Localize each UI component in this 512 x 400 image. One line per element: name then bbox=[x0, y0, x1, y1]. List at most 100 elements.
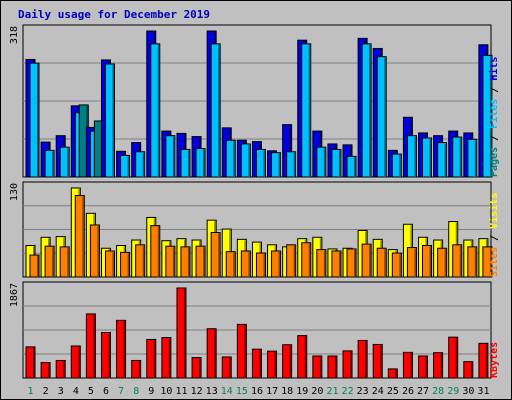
x-tick-label-25: 25 bbox=[387, 386, 399, 397]
ymax-label-pages_files_hits: 318 bbox=[9, 26, 20, 44]
bar-shade-files-14 bbox=[233, 141, 235, 177]
bar-files-14 bbox=[225, 139, 236, 178]
bar-shade-sites-19 bbox=[308, 243, 311, 277]
bar-shade-kbytes-29 bbox=[455, 338, 458, 378]
bar-shade-files-18 bbox=[293, 152, 296, 177]
x-tick-label-23: 23 bbox=[357, 386, 369, 397]
bar-sites-15 bbox=[240, 250, 251, 278]
bar-shade-kbytes-19 bbox=[304, 336, 307, 378]
bar-sites-12 bbox=[195, 245, 206, 278]
x-tick-label-22: 22 bbox=[342, 386, 354, 397]
bar-shade-kbytes-28 bbox=[440, 353, 443, 378]
x-tick-label-17: 17 bbox=[266, 386, 278, 397]
bar-sites-18 bbox=[286, 244, 297, 278]
bar-shade-kbytes-9 bbox=[153, 340, 156, 378]
bar-shade-files-1 bbox=[37, 64, 39, 177]
bar-files-21 bbox=[331, 148, 342, 178]
bar-shade-sites-7 bbox=[127, 253, 130, 277]
legend-entry-sites: Sites bbox=[488, 247, 500, 277]
bar-shade-kbytes-25 bbox=[395, 369, 397, 378]
bar-kbytes-22 bbox=[342, 350, 353, 379]
bar-kbytes-23 bbox=[357, 339, 368, 379]
bar-sites-11 bbox=[180, 246, 191, 278]
bar-shade-files-22 bbox=[354, 157, 356, 177]
bar-shade-kbytes-21 bbox=[334, 357, 337, 378]
bar-sites-10 bbox=[165, 245, 176, 278]
bar-shade-kbytes-2 bbox=[48, 363, 50, 378]
x-tick-label-28: 28 bbox=[432, 386, 444, 397]
chart-title: Daily usage for December 2019 bbox=[18, 8, 211, 21]
bar-files-25 bbox=[391, 153, 402, 178]
bar-sites-6 bbox=[104, 250, 115, 278]
x-tick-label-1: 1 bbox=[28, 386, 34, 397]
x-tick-label-10: 10 bbox=[160, 386, 172, 397]
x-tick-label-11: 11 bbox=[175, 386, 187, 397]
bar-sites-30 bbox=[467, 246, 478, 278]
bar-shade-kbytes-30 bbox=[470, 362, 473, 378]
bar-kbytes-20 bbox=[312, 355, 323, 379]
bar-kbytes-25 bbox=[387, 368, 398, 379]
bar-kbytes-12 bbox=[191, 357, 202, 379]
x-tick-label-13: 13 bbox=[206, 386, 218, 397]
bar-kbytes-19 bbox=[297, 335, 308, 379]
bar-shade-kbytes-11 bbox=[183, 289, 186, 378]
x-tick-label-14: 14 bbox=[221, 386, 233, 397]
bar-shade-sites-3 bbox=[67, 247, 69, 277]
bar-files-16 bbox=[255, 148, 266, 178]
x-tick-label-8: 8 bbox=[133, 386, 139, 397]
bar-shade-files-26 bbox=[414, 136, 416, 177]
bar-files-15 bbox=[240, 143, 251, 178]
x-tick-label-30: 30 bbox=[462, 386, 474, 397]
bar-sites-25 bbox=[391, 252, 402, 278]
x-tick-label-15: 15 bbox=[236, 386, 248, 397]
bar-shade-files-8 bbox=[142, 152, 145, 177]
bar-kbytes-18 bbox=[282, 344, 293, 379]
bar-kbytes-10 bbox=[161, 337, 172, 379]
bar-kbytes-15 bbox=[236, 323, 247, 379]
bar-shade-sites-23 bbox=[369, 245, 371, 277]
bar-files-22 bbox=[346, 155, 357, 178]
ymax-label-kbytes: 1867 bbox=[9, 283, 20, 307]
legend-separator: / bbox=[489, 229, 500, 247]
bar-files-9 bbox=[150, 43, 161, 178]
bar-sites-29 bbox=[452, 244, 463, 278]
legend-entry-files: Files bbox=[488, 99, 500, 129]
legend-separator: / bbox=[489, 81, 500, 99]
x-tick-label-31: 31 bbox=[477, 386, 489, 397]
bar-shade-kbytes-14 bbox=[229, 357, 231, 378]
x-tick-label-3: 3 bbox=[58, 386, 64, 397]
bar-shade-sites-8 bbox=[142, 245, 145, 277]
bar-kbytes-21 bbox=[327, 355, 338, 379]
bar-sites-5 bbox=[89, 224, 100, 278]
bar-sites-2 bbox=[44, 245, 55, 278]
legend-separator: / bbox=[489, 129, 500, 147]
bar-shade-sites-24 bbox=[384, 249, 386, 277]
bar-shade-files-6 bbox=[112, 65, 114, 177]
bar-sites-16 bbox=[255, 252, 266, 278]
bar-shade-files-28 bbox=[444, 143, 447, 177]
bar-sites-4 bbox=[74, 195, 85, 278]
bar-shade-files-25 bbox=[399, 155, 401, 177]
bar-shade-kbytes-3 bbox=[63, 361, 65, 378]
bar-sites-17 bbox=[271, 250, 282, 278]
bar-shade-sites-12 bbox=[203, 247, 205, 277]
bar-files-8 bbox=[135, 151, 146, 178]
bar-kbytes-17 bbox=[267, 350, 278, 379]
x-tick-label-19: 19 bbox=[296, 386, 308, 397]
bar-kbytes-28 bbox=[433, 352, 444, 379]
bar-files-24 bbox=[376, 56, 387, 178]
bar-files-17 bbox=[271, 152, 282, 178]
bar-kbytes-6 bbox=[100, 331, 111, 379]
bar-shade-files-12 bbox=[203, 149, 205, 177]
bar-files-12 bbox=[195, 148, 206, 178]
x-tick-label-21: 21 bbox=[326, 386, 338, 397]
bar-shade-kbytes-10 bbox=[168, 338, 171, 378]
bar-shade-kbytes-24 bbox=[380, 345, 382, 378]
bar-files-11 bbox=[180, 148, 191, 178]
bar-shade-files-23 bbox=[369, 44, 371, 177]
bar-shade-files-19 bbox=[308, 44, 311, 177]
bar-sites-23 bbox=[361, 243, 372, 278]
bar-kbytes-2 bbox=[40, 362, 51, 379]
bar-shade-files-16 bbox=[263, 150, 265, 177]
